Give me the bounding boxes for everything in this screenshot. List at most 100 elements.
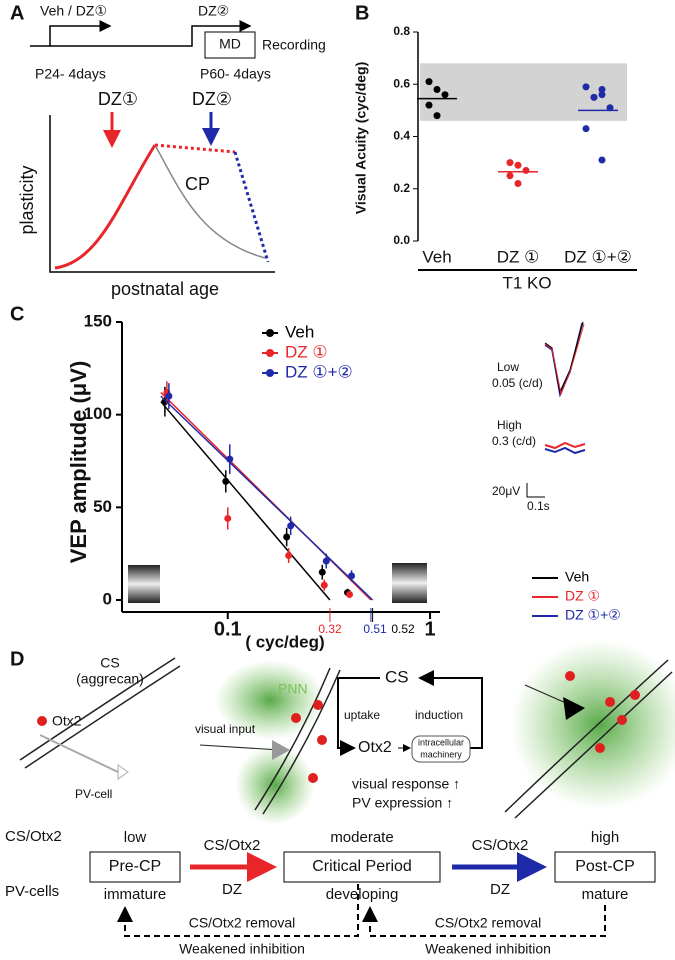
inset-label: 0.3 (c/d) xyxy=(492,434,536,448)
label: (aggrecan) xyxy=(76,671,144,687)
stage-box xyxy=(89,851,181,883)
label: intracellular xyxy=(418,737,464,747)
arrow-label: CS/Otx2 xyxy=(472,837,529,854)
point xyxy=(224,514,232,522)
y-tick-label: 0.6 xyxy=(393,76,410,90)
y-tick-label: 0.2 xyxy=(393,181,410,195)
category-label: DZ ① xyxy=(497,247,540,266)
otx2-dots xyxy=(565,671,640,753)
stage-box xyxy=(283,851,441,883)
arrow-label: CS/Otx2 xyxy=(204,837,261,854)
cell-membrane xyxy=(19,657,181,769)
y-tick-label: 50 xyxy=(93,497,112,516)
maturity: developing xyxy=(326,886,399,903)
label: Weakened inhibition xyxy=(179,941,305,957)
synapse xyxy=(563,697,585,720)
legend-label: DZ ①+② xyxy=(285,362,353,381)
y-axis-title: VEP amplitude (μV) xyxy=(66,361,91,564)
point xyxy=(320,581,328,589)
fit-line xyxy=(160,395,374,601)
y-tick-label: 150 xyxy=(84,311,112,330)
arrow-label: DZ② xyxy=(192,89,232,109)
panel-label: B xyxy=(355,2,369,24)
scale-bar xyxy=(526,483,545,498)
arrow-label: DZ xyxy=(222,881,242,898)
cp-label: CP xyxy=(185,174,210,194)
axes xyxy=(121,322,440,613)
inset-label: 0.05 (c/d) xyxy=(492,376,543,390)
category-label: DZ ①+② xyxy=(564,247,632,266)
point xyxy=(346,590,354,598)
curve xyxy=(154,144,266,259)
cell-membrane xyxy=(254,667,341,815)
synapse xyxy=(117,764,129,780)
label: Otx2 xyxy=(52,713,82,729)
md-box xyxy=(204,31,256,59)
inset-label: 20μV xyxy=(492,484,520,498)
point xyxy=(522,166,530,174)
label: CS/Otx2 removal xyxy=(435,915,542,931)
y-tick-label: 0 xyxy=(103,589,112,608)
stage: Post-CP xyxy=(575,858,635,875)
loop-arrow xyxy=(418,670,483,749)
panel-a: A Veh / DZ① DZ② MD Recording P24- 4days … xyxy=(10,2,326,298)
reference-band xyxy=(420,63,627,121)
y-tick-label: 0.0 xyxy=(393,233,410,247)
category-label: Veh xyxy=(422,247,451,266)
label: Weakened inhibition xyxy=(425,941,551,957)
inset-label: High xyxy=(497,418,522,432)
label: PV-cell xyxy=(75,787,112,801)
level: low xyxy=(124,829,147,846)
point xyxy=(165,392,173,400)
axes xyxy=(49,115,275,273)
point xyxy=(318,568,326,576)
maturity: immature xyxy=(104,886,167,903)
panel-label: C xyxy=(10,303,24,325)
vep-inset: Low 0.05 (c/d) High 0.3 (c/d) 20μV 0.1s xyxy=(128,321,586,603)
point xyxy=(226,455,234,463)
label: induction xyxy=(415,708,463,722)
maturity: mature xyxy=(582,886,629,903)
point xyxy=(433,85,441,93)
legend-label: DZ ① xyxy=(285,342,328,361)
legend-label: Veh xyxy=(285,322,314,341)
point xyxy=(287,522,295,530)
panel-d: D CS (aggrecan) Otx2 PV-cell PNN visual … xyxy=(5,640,675,957)
point xyxy=(322,557,330,565)
point xyxy=(506,172,514,180)
point xyxy=(582,83,590,91)
point xyxy=(441,91,449,99)
stage: Critical Period xyxy=(312,858,412,875)
pnn xyxy=(235,745,315,825)
panel-label: A xyxy=(10,2,24,24)
point xyxy=(606,104,614,112)
label: CS xyxy=(100,655,119,671)
x-tick-label: 0.1 xyxy=(214,618,242,640)
level: high xyxy=(591,829,619,846)
legend-label: Veh xyxy=(565,569,589,585)
visual-input xyxy=(39,734,119,773)
label: visual input xyxy=(195,722,256,736)
otx2-dots xyxy=(291,700,327,783)
inset-label: 0.1s xyxy=(527,499,550,513)
y-tick-label: 0.4 xyxy=(393,129,410,143)
visual-input xyxy=(199,744,281,751)
point xyxy=(598,85,606,93)
recording-label: Recording xyxy=(262,37,326,53)
point xyxy=(425,78,433,86)
point xyxy=(283,533,291,541)
y-tick-label: 100 xyxy=(84,404,112,423)
point xyxy=(506,159,514,167)
point xyxy=(590,93,598,101)
point xyxy=(348,572,356,580)
trace xyxy=(544,321,584,394)
label: machinery xyxy=(420,749,462,759)
panel-label: D xyxy=(10,648,24,670)
point xyxy=(582,125,590,133)
inset-label: Low xyxy=(497,360,519,374)
curve xyxy=(54,144,157,270)
point xyxy=(514,180,522,188)
x-tick-label: 1 xyxy=(424,618,435,640)
timeline xyxy=(30,20,112,47)
loop-arrow xyxy=(337,677,380,756)
